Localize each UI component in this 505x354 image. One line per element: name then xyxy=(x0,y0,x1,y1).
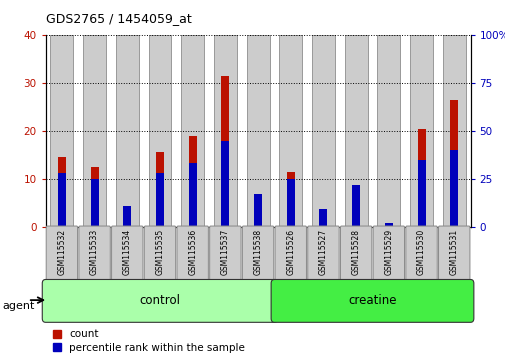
Bar xyxy=(123,206,131,227)
Bar xyxy=(90,167,98,227)
Bar xyxy=(214,35,236,227)
FancyBboxPatch shape xyxy=(46,226,77,281)
Bar xyxy=(50,35,73,227)
Text: GSM115538: GSM115538 xyxy=(253,229,262,275)
FancyBboxPatch shape xyxy=(112,226,143,281)
Bar xyxy=(384,225,392,227)
Text: control: control xyxy=(139,293,180,307)
Text: GSM115532: GSM115532 xyxy=(57,229,66,275)
Bar xyxy=(254,224,262,227)
Bar xyxy=(449,100,458,227)
Bar xyxy=(384,223,392,227)
Bar xyxy=(181,35,204,227)
Bar xyxy=(254,194,262,227)
Text: creatine: creatine xyxy=(347,293,396,307)
FancyBboxPatch shape xyxy=(275,226,306,281)
FancyBboxPatch shape xyxy=(42,280,277,322)
Bar xyxy=(188,136,196,227)
Text: GSM115527: GSM115527 xyxy=(318,229,327,275)
Text: GSM115537: GSM115537 xyxy=(220,229,229,275)
Text: GSM115528: GSM115528 xyxy=(351,229,360,275)
Bar xyxy=(83,35,106,227)
Bar xyxy=(156,153,164,227)
FancyBboxPatch shape xyxy=(242,226,273,281)
Bar xyxy=(319,209,327,227)
Bar xyxy=(279,35,301,227)
Bar xyxy=(286,172,294,227)
Text: agent: agent xyxy=(3,301,35,311)
Bar xyxy=(377,35,399,227)
Bar xyxy=(221,76,229,227)
Text: GSM115535: GSM115535 xyxy=(155,229,164,275)
Bar xyxy=(188,164,196,227)
Bar xyxy=(286,179,294,227)
Bar xyxy=(246,35,269,227)
FancyBboxPatch shape xyxy=(372,226,403,281)
FancyBboxPatch shape xyxy=(144,226,175,281)
Bar xyxy=(417,160,425,227)
Text: GSM115526: GSM115526 xyxy=(286,229,295,275)
Bar xyxy=(449,150,458,227)
Bar xyxy=(221,141,229,227)
Text: GSM115530: GSM115530 xyxy=(416,229,425,275)
Text: GSM115533: GSM115533 xyxy=(90,229,99,275)
Bar xyxy=(312,35,334,227)
Bar xyxy=(58,173,66,227)
FancyBboxPatch shape xyxy=(79,226,110,281)
Bar xyxy=(116,35,138,227)
FancyBboxPatch shape xyxy=(209,226,240,281)
Bar xyxy=(417,129,425,227)
Bar xyxy=(409,35,432,227)
Bar xyxy=(319,217,327,227)
Bar xyxy=(123,215,131,227)
Text: GSM115536: GSM115536 xyxy=(188,229,197,275)
Legend: count, percentile rank within the sample: count, percentile rank within the sample xyxy=(50,327,247,354)
Bar xyxy=(344,35,367,227)
Bar xyxy=(156,173,164,227)
Bar xyxy=(351,184,360,227)
Text: GSM115529: GSM115529 xyxy=(384,229,392,275)
FancyBboxPatch shape xyxy=(307,226,338,281)
FancyBboxPatch shape xyxy=(340,226,371,281)
Bar xyxy=(90,179,98,227)
Text: GDS2765 / 1454059_at: GDS2765 / 1454059_at xyxy=(45,12,191,25)
FancyBboxPatch shape xyxy=(438,226,469,281)
Text: GSM115531: GSM115531 xyxy=(449,229,458,275)
FancyBboxPatch shape xyxy=(405,226,436,281)
Bar xyxy=(58,157,66,227)
Text: GSM115534: GSM115534 xyxy=(123,229,131,275)
FancyBboxPatch shape xyxy=(177,226,208,281)
Bar xyxy=(351,188,360,227)
Bar xyxy=(442,35,465,227)
FancyBboxPatch shape xyxy=(271,280,473,322)
Bar xyxy=(148,35,171,227)
